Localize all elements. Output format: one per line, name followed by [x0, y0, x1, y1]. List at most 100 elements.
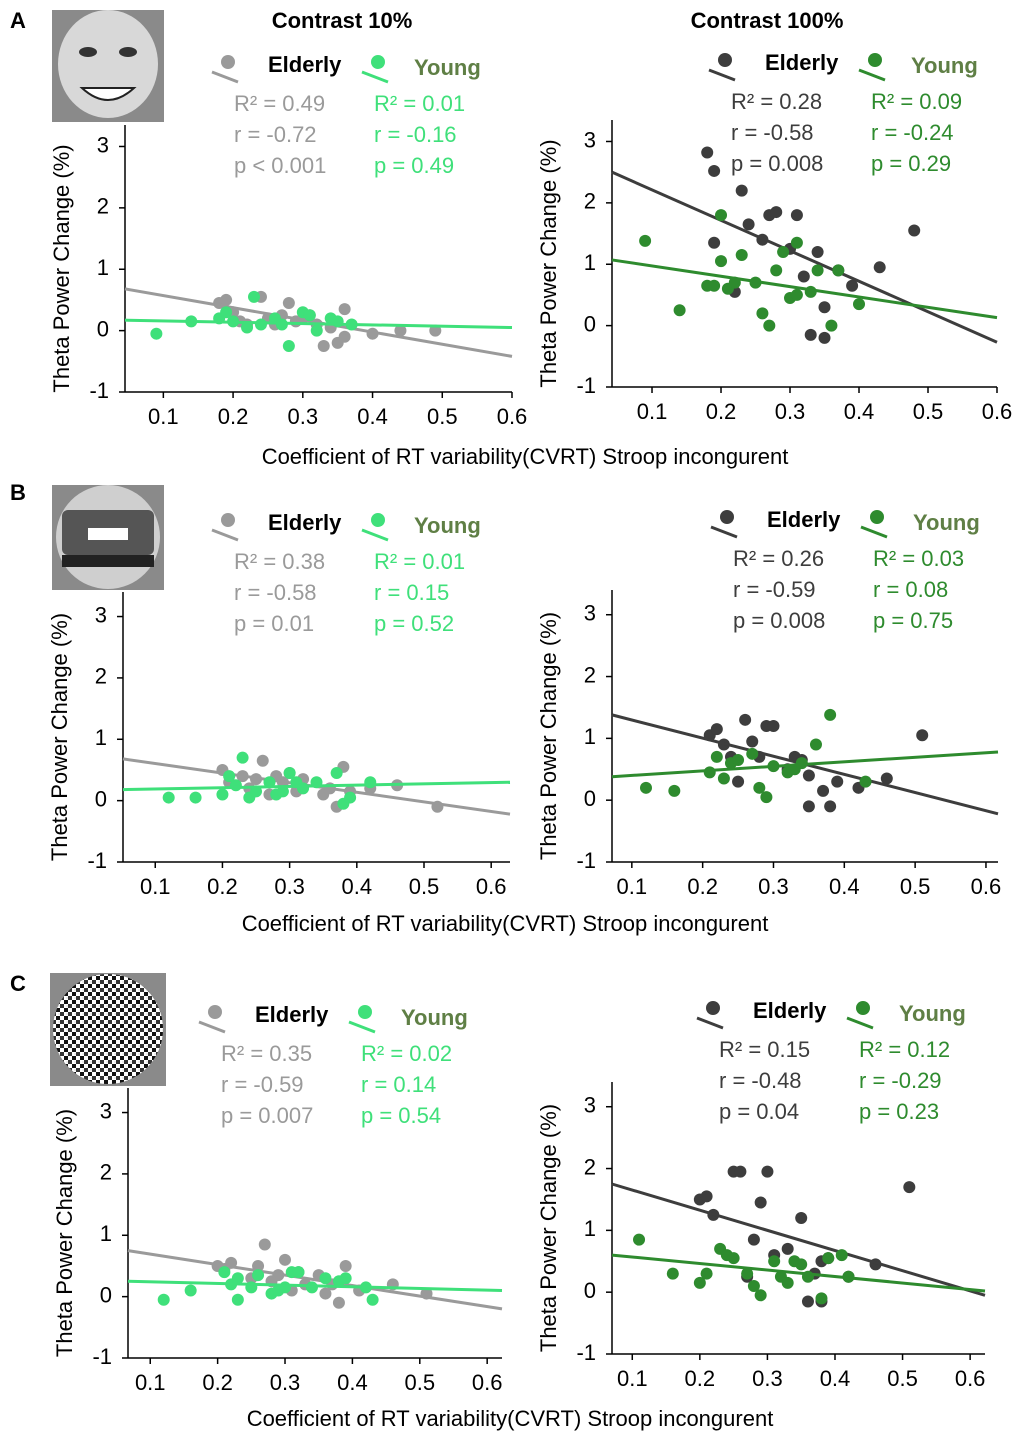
y-tick-label: -1	[576, 373, 596, 398]
column-title: Contrast 100%	[691, 8, 844, 33]
data-point	[790, 288, 803, 301]
legend-marker	[856, 1001, 870, 1015]
data-point	[339, 1272, 352, 1285]
fit-line	[611, 258, 998, 320]
y-axis-label: Theta Power Change (%)	[536, 1104, 561, 1352]
data-point	[756, 307, 769, 320]
x-tick-label: 0.1	[637, 399, 668, 424]
data-point	[835, 1249, 848, 1262]
stat-label: r = 0.14	[361, 1072, 436, 1097]
data-point	[802, 769, 815, 782]
data-point	[701, 146, 714, 159]
data-point	[703, 766, 716, 779]
stat-label: R² = 0.38	[234, 549, 325, 574]
data-point	[303, 309, 316, 322]
data-point	[162, 791, 175, 804]
x-tick-label: 0.1	[617, 874, 648, 899]
y-tick-label: 1	[584, 1216, 596, 1241]
scatter-panel: -1 0 1 2 3 0.1 0.2 0.3 0.4 0.5 0.6 Theta Power Chan…	[536, 998, 986, 1391]
y-tick-label: 2	[97, 194, 109, 219]
data-point	[873, 261, 886, 274]
data-point	[319, 1287, 332, 1300]
data-point	[283, 767, 296, 780]
y-tick-label: 0	[584, 1278, 596, 1303]
data-point	[818, 331, 831, 344]
legend-marker	[720, 510, 734, 524]
x-tick-label: 0.6	[472, 1370, 503, 1395]
data-point	[802, 800, 815, 813]
data-point	[305, 1281, 318, 1294]
data-point	[735, 249, 748, 262]
x-tick-label: 0.6	[955, 1366, 986, 1391]
x-tick-label: 0.5	[409, 874, 440, 899]
x-tick-label: 0.3	[752, 1366, 783, 1391]
data-point	[754, 1196, 767, 1209]
legend-label: Young	[414, 55, 481, 80]
legend-label: Young	[414, 513, 481, 538]
x-tick-label: 0.3	[775, 399, 806, 424]
data-point	[811, 264, 824, 277]
legend-label: Elderly	[268, 52, 342, 77]
x-tick-label: 0.6	[497, 404, 528, 429]
panel-label: C	[10, 971, 26, 996]
data-point	[220, 306, 233, 319]
fit-line	[127, 1249, 503, 1311]
stat-label: p = 0.01	[234, 611, 314, 636]
data-point	[753, 781, 766, 794]
legend-label: Elderly	[753, 998, 827, 1023]
x-tick-label: 0.6	[982, 399, 1013, 424]
stat-label: R² = 0.09	[871, 89, 962, 114]
data-point	[795, 1258, 808, 1271]
stat-label: R² = 0.49	[234, 91, 325, 116]
data-point	[248, 290, 260, 303]
data-point	[693, 1276, 706, 1289]
data-point	[853, 298, 866, 311]
y-axis-label: Theta Power Change (%)	[536, 139, 561, 387]
stat-label: p = 0.75	[873, 608, 953, 633]
y-tick-label: 1	[95, 725, 107, 750]
x-tick-label: 0.4	[357, 404, 388, 429]
data-point	[768, 1255, 781, 1268]
stat-label: r = -0.29	[859, 1068, 942, 1093]
legend-line	[211, 70, 239, 84]
data-point	[715, 209, 728, 222]
stat-label: R² = 0.26	[733, 546, 824, 571]
data-point	[734, 1165, 747, 1178]
legend-marker	[371, 55, 385, 69]
data-point	[700, 1190, 713, 1203]
legend-line	[361, 528, 389, 542]
data-point	[673, 304, 686, 317]
data-point	[825, 319, 838, 332]
y-tick-label: 0	[584, 786, 596, 811]
data-point	[739, 713, 752, 726]
x-tick-label: 0.6	[476, 874, 507, 899]
y-tick-label: 0	[97, 316, 109, 341]
data-point	[801, 1295, 814, 1308]
data-point	[279, 1281, 292, 1294]
stat-label: R² = 0.12	[859, 1037, 950, 1062]
y-axis-label: Theta Power Change (%)	[49, 144, 74, 392]
data-point	[746, 747, 759, 760]
x-tick-label: 0.4	[337, 1370, 368, 1395]
y-tick-label: 1	[584, 250, 596, 275]
y-tick-label: 3	[95, 602, 107, 627]
data-point	[824, 708, 837, 721]
data-point	[150, 327, 163, 340]
fit-line	[611, 750, 999, 779]
scatter-panel: -1 0 1 2 3 0.1 0.2 0.3 0.4 0.5 0.6 Theta Power Chan…	[49, 52, 527, 429]
data-point	[258, 1238, 271, 1251]
legend-label: Young	[911, 53, 978, 78]
data-point	[790, 209, 803, 222]
stat-label: p = 0.54	[361, 1103, 441, 1128]
data-point	[715, 255, 728, 268]
data-point	[394, 324, 407, 337]
data-point	[700, 1267, 713, 1280]
y-tick-label: 1	[100, 1221, 112, 1246]
y-tick-label: 2	[100, 1160, 112, 1185]
x-tick-label: 0.3	[274, 874, 305, 899]
stat-label: R² = 0.02	[361, 1041, 452, 1066]
scatter-panel: -1 0 1 2 3 0.1 0.2 0.3 0.4 0.5 0.6 Theta Power Chan…	[52, 1002, 503, 1395]
y-tick-label: 2	[584, 662, 596, 687]
data-point	[761, 1165, 774, 1178]
legend-label: Young	[401, 1005, 468, 1030]
